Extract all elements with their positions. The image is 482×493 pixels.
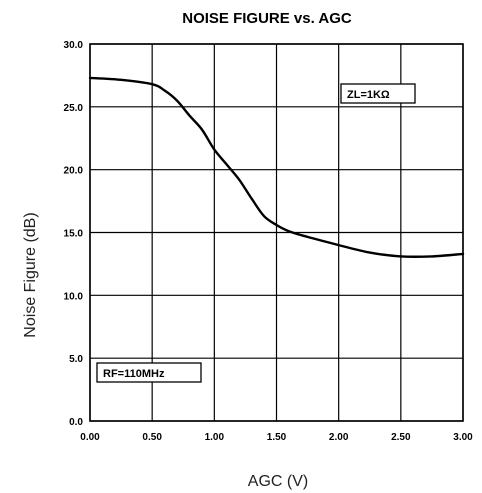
x-tick-label: 0.50 — [142, 432, 162, 443]
chart-title: NOISE FIGURE vs. AGC — [182, 10, 352, 27]
x-tick-label: 3.00 — [453, 432, 473, 443]
annotation-text: RF=110MHz — [103, 368, 165, 380]
annotation-text: ZL=1KΩ — [347, 89, 390, 101]
annotation-box — [340, 83, 416, 104]
annotations: ZL=1KΩ RF=110MHz — [96, 83, 416, 383]
x-tick-label: 2.00 — [329, 432, 349, 443]
y-tick-label: 15.0 — [64, 229, 84, 240]
y-tick-label: 0.0 — [69, 417, 83, 428]
annotation-box — [96, 362, 202, 383]
x-tick-label: 2.50 — [391, 432, 411, 443]
annotation-0: ZL=1KΩ — [340, 83, 416, 104]
y-tick-label: 5.0 — [69, 354, 83, 365]
y-tick-label: 20.0 — [64, 166, 84, 177]
y-tick-label: 25.0 — [64, 103, 84, 114]
y-tick-label: 10.0 — [64, 291, 84, 302]
x-tick-labels: 0.00 0.50 1.00 1.50 2.00 2.50 3.00 — [80, 432, 473, 443]
x-tick-label: 1.50 — [267, 432, 287, 443]
y-tick-labels: 0.0 5.0 10.0 15.0 20.0 25.0 30.0 — [64, 40, 84, 428]
y-axis-label: Noise Figure (dB) — [22, 212, 39, 337]
plot-frame — [89, 43, 464, 422]
annotation-1: RF=110MHz — [96, 362, 202, 383]
x-tick-label: 1.00 — [205, 432, 225, 443]
x-tick-label: 0.00 — [80, 432, 100, 443]
series-line-noise-figure — [88, 76, 465, 258]
y-tick-label: 30.0 — [64, 40, 84, 51]
x-axis-label: AGC (V) — [248, 473, 308, 490]
